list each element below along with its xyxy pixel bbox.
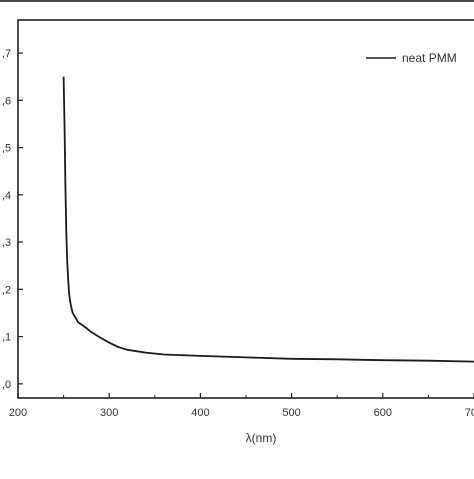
- legend: neat PMM: [366, 51, 457, 65]
- series-group: [62, 76, 474, 363]
- y-tick-label: ,2: [2, 284, 11, 296]
- series-line-neat-pmma: [62, 76, 474, 363]
- plot-frame: [17, 19, 474, 399]
- y-tick-label: ,3: [2, 237, 11, 249]
- y-tick-label: ,6: [2, 95, 11, 107]
- x-tick-label: 600: [374, 407, 392, 419]
- y-axis-ticks: ,0 ,1 ,2 ,3 ,4 ,5 ,6 ,7: [2, 48, 23, 391]
- y-tick-label: ,1: [2, 332, 11, 344]
- x-axis-label: λ(nm): [246, 431, 277, 445]
- y-tick-label: ,0: [2, 379, 11, 391]
- x-tick-label: 200: [9, 407, 27, 419]
- y-tick-label: ,4: [2, 190, 11, 202]
- y-tick-label: ,7: [2, 48, 11, 60]
- y-tick-label: ,5: [2, 143, 11, 155]
- x-axis-ticks: 200 300 400 500 600 700: [9, 393, 474, 419]
- x-tick-label: 500: [282, 407, 300, 419]
- x-tick-label: 700: [465, 407, 474, 419]
- plot-frame-group: [0, 0, 474, 399]
- x-tick-label: 400: [191, 407, 209, 419]
- legend-label: neat PMM: [402, 51, 457, 65]
- x-tick-label: 300: [100, 407, 118, 419]
